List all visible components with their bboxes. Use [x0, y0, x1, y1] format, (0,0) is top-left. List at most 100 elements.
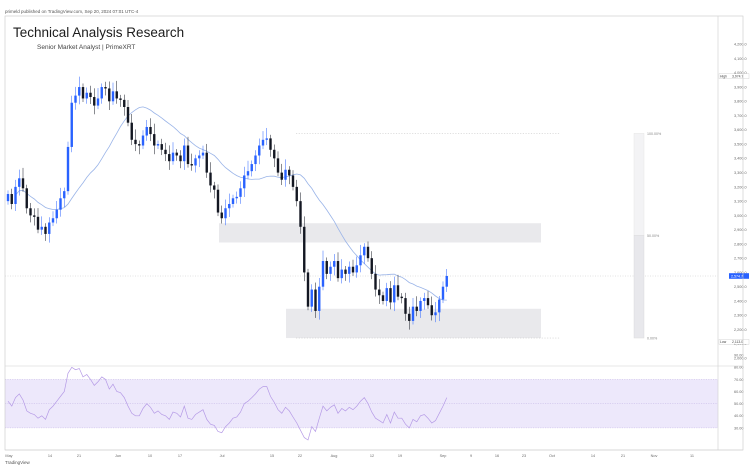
- time-label-may: May: [5, 454, 12, 458]
- candle-body: [33, 215, 36, 217]
- candle-body: [115, 91, 118, 99]
- time-label-oct: Oct: [549, 454, 556, 458]
- candle-body: [198, 155, 201, 159]
- candle-body: [205, 152, 208, 173]
- candle-body: [325, 261, 328, 274]
- price-tick-label: 2,200.0: [734, 328, 747, 332]
- candle-body: [291, 175, 295, 187]
- candle-body: [48, 222, 51, 234]
- candle-body: [389, 288, 392, 303]
- candle-body: [29, 208, 32, 216]
- candle-body: [81, 87, 85, 99]
- price-tick-label: 2,900.0: [734, 228, 747, 232]
- candle-body: [434, 312, 437, 316]
- candle-body: [119, 98, 122, 100]
- supply-zone: [219, 223, 541, 243]
- price-tick-label: 2,300.0: [734, 314, 747, 318]
- candle-body: [183, 145, 186, 162]
- candle-body: [231, 198, 235, 204]
- rsi-tick-label: 70.00: [734, 378, 744, 382]
- candle-body: [396, 285, 400, 297]
- candle-body: [404, 298, 407, 314]
- candle-body: [44, 226, 47, 234]
- rsi-line: [7, 366, 448, 441]
- candle-body: [14, 186, 17, 204]
- price-tick-label: 2,600.0: [734, 271, 747, 275]
- supply-demand-zones: [5, 223, 718, 339]
- candle-body: [280, 172, 283, 180]
- candle-body: [138, 144, 141, 146]
- time-label-nov: Nov: [651, 454, 658, 458]
- candle-body: [385, 288, 388, 301]
- time-label-aug: Aug: [331, 454, 338, 458]
- time-label-10: 10: [148, 454, 152, 458]
- time-axis[interactable]: May 14 21 Jun 10 17 Jul 15 22 Aug 12 19 Sep 9 16 23 Oct 1…: [5, 454, 694, 458]
- candle-body: [51, 218, 55, 223]
- candle-body: [40, 226, 43, 230]
- chart-frame: [4, 15, 744, 451]
- candle-body: [70, 102, 73, 147]
- price-tick-label: 2,500.0: [734, 285, 747, 289]
- fib-lower-box: [633, 235, 645, 339]
- candle-body: [261, 139, 265, 146]
- candle-body: [426, 298, 430, 306]
- candle-body: [96, 98, 100, 106]
- candle-body: [130, 122, 133, 140]
- time-label-14: 14: [48, 454, 52, 458]
- fib-label-50: 50.00%: [647, 234, 660, 238]
- price-tick-label: 3,300.0: [734, 171, 747, 175]
- candle-body: [126, 107, 130, 123]
- candle-body: [85, 92, 88, 99]
- time-label-12: 12: [370, 454, 374, 458]
- candle-body: [153, 134, 156, 146]
- price-tick-label: 3,500.0: [734, 142, 747, 146]
- candle-body: [288, 169, 291, 176]
- candle-body: [243, 175, 246, 189]
- price-tick-label: 3,700.0: [734, 114, 747, 118]
- candle-body: [273, 149, 276, 159]
- candle-body: [190, 164, 193, 166]
- price-axis[interactable]: 4,200.0 4,100.0 4,000.0 3,900.0 3,800.0 3,700…: [718, 43, 750, 361]
- high-marker: [718, 73, 750, 79]
- high-marker-label: High: [720, 75, 727, 79]
- candle-body: [250, 164, 253, 172]
- candle-body: [314, 289, 317, 311]
- candle-body: [276, 158, 280, 173]
- candle-body: [59, 198, 62, 210]
- candle-body: [55, 209, 58, 219]
- candle-body: [100, 87, 103, 99]
- candle-body: [134, 139, 137, 145]
- candle-body: [411, 306, 415, 321]
- candle-body: [194, 158, 197, 166]
- candle-body: [179, 155, 182, 162]
- candle-body: [329, 266, 332, 274]
- price-tick-label: 3,200.0: [734, 185, 747, 189]
- candle-body: [254, 155, 257, 165]
- candle-body: [355, 265, 358, 273]
- low-marker-label: Low: [720, 340, 727, 344]
- rsi-tick-label: 60.00: [734, 390, 744, 394]
- candle-body: [123, 99, 126, 108]
- candle-body: [171, 152, 175, 162]
- candle-body: [381, 295, 385, 301]
- candle-body: [306, 272, 310, 307]
- candle-body: [363, 246, 366, 256]
- candle-body: [393, 285, 396, 303]
- fibonacci-retracement[interactable]: 100.00% 50.00% 0.00%: [296, 132, 662, 341]
- candle-body: [445, 276, 448, 287]
- candle-body: [78, 87, 81, 96]
- price-tick-label: 2,000.0: [734, 356, 747, 360]
- candle-body: [89, 92, 92, 98]
- candle-body: [441, 286, 445, 300]
- tradingview-logo[interactable]: TradingView: [5, 460, 30, 465]
- candle-body: [25, 188, 28, 209]
- candle-body: [228, 203, 231, 209]
- candle-body: [348, 266, 351, 274]
- candle-body: [141, 135, 145, 146]
- price-tick-label: 3,400.0: [734, 157, 747, 161]
- candle-body: [145, 126, 148, 136]
- candle-body: [160, 144, 163, 150]
- fib-label-100: 100.00%: [647, 132, 662, 136]
